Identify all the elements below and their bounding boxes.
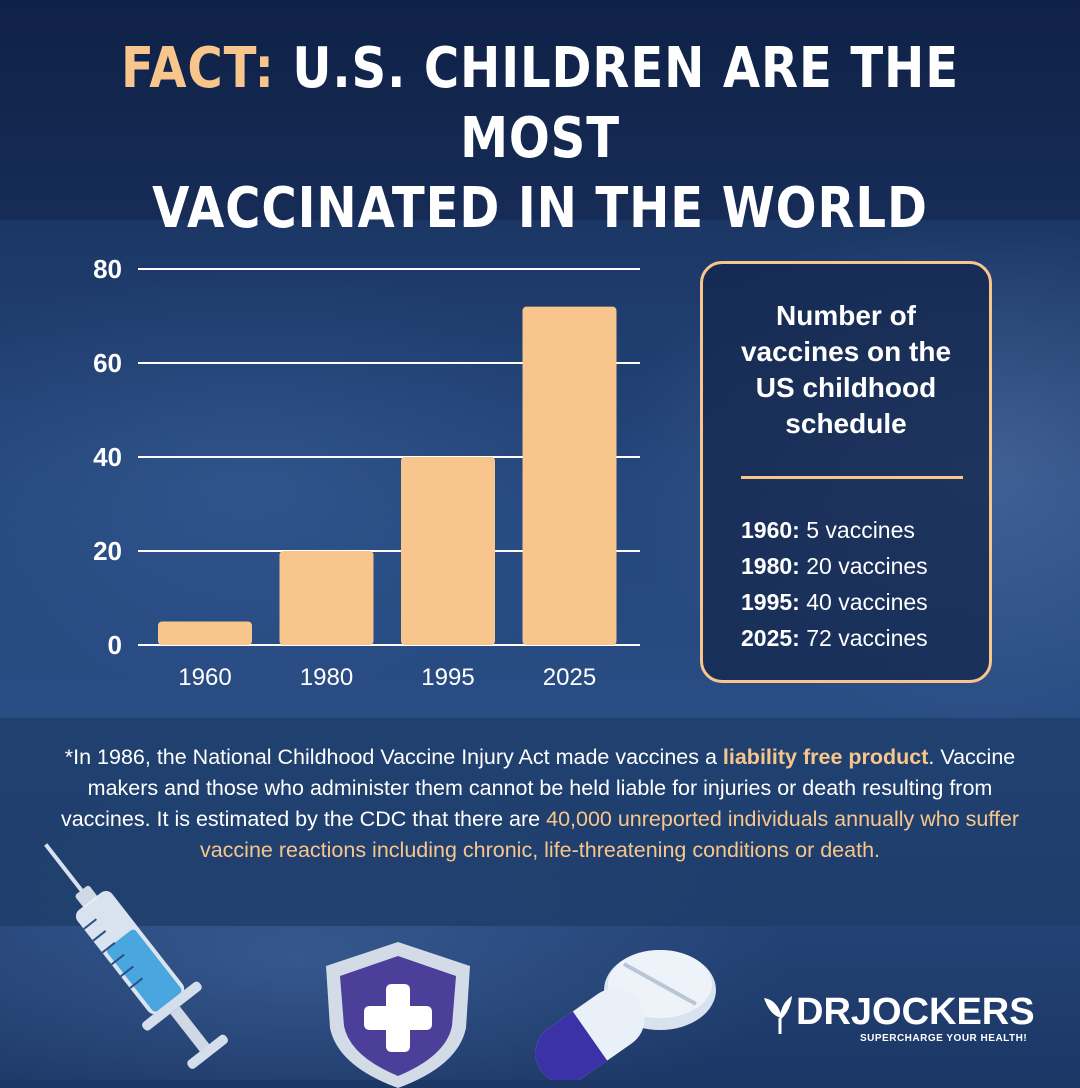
info-item-text: 40 vaccines <box>799 589 928 615</box>
title-line-2: VACCINATED IN THE WORLD <box>152 176 928 241</box>
info-item-year: 2025: <box>741 625 800 651</box>
info-item-year: 1995: <box>741 589 800 615</box>
bar-1980 <box>279 551 374 645</box>
syringe-icon <box>44 843 229 1069</box>
y-axis-ticks: 0 20 40 60 80 <box>93 254 122 660</box>
x-tick-label: 1980 <box>300 664 353 691</box>
footnote-highlight-liability: liability free product <box>722 745 929 769</box>
logo-tagline: SUPERCHARGE YOUR HEALTH! <box>860 1033 1028 1044</box>
pill-capsule-icon <box>535 950 716 1080</box>
info-item-year: 1960: <box>741 517 800 543</box>
title-accent: FACT: <box>121 36 275 101</box>
info-item-text: 20 vaccines <box>799 553 928 579</box>
footnote-highlight-statistic: 40,000 unreported individuals annually w… <box>199 807 1020 862</box>
chart-bars <box>158 306 617 645</box>
bar-1960 <box>158 621 252 645</box>
header-banner: FACT: U.S. CHILDREN ARE THE MOST VACCINA… <box>0 0 1080 241</box>
title-text-1: U.S. CHILDREN ARE THE MOST <box>274 36 959 171</box>
info-item: 1995: 40 vaccines <box>741 584 928 620</box>
info-item-year: 1980: <box>741 553 800 579</box>
info-item-text: 5 vaccines <box>799 517 915 543</box>
page-title: FACT: U.S. CHILDREN ARE THE MOST VACCINA… <box>76 34 1005 244</box>
info-item: 1960: 5 vaccines <box>741 512 928 548</box>
y-tick-label: 60 <box>93 348 122 378</box>
y-tick-label: 80 <box>93 254 122 284</box>
y-tick-label: 40 <box>93 442 122 472</box>
bar-1995 <box>401 457 495 645</box>
footnote-band <box>0 718 1080 926</box>
info-item-text: 72 vaccines <box>799 625 928 651</box>
x-tick-label: 1960 <box>178 664 231 691</box>
info-divider <box>741 476 963 479</box>
info-item: 1980: 20 vaccines <box>741 548 928 584</box>
title-line-1: FACT: U.S. CHILDREN ARE THE MOST <box>76 34 1005 174</box>
logo-name: DRJOCKERS <box>796 991 1035 1033</box>
footnote-part-2: . Vaccine makers and those who administe… <box>60 745 1016 831</box>
x-tick-label: 1995 <box>421 664 474 691</box>
y-tick-label: 20 <box>93 536 122 566</box>
leaf-logo-icon <box>764 996 792 1034</box>
info-list: 1960: 5 vaccines 1980: 20 vaccines 1995:… <box>741 512 928 656</box>
info-box: Number of vaccines on the US childhood s… <box>700 261 992 683</box>
brand-logo: DRJOCKERS SUPERCHARGE YOUR HEALTH! <box>760 990 1060 1050</box>
bar-chart: 0 20 40 60 80 1960 1980 1995 2025 <box>93 254 640 691</box>
x-tick-label: 2025 <box>543 664 596 691</box>
shield-cross-icon <box>326 942 470 1088</box>
footnote-part-1: *In 1986, the National Childhood Vaccine… <box>64 745 723 769</box>
y-tick-label: 0 <box>108 630 122 660</box>
bar-2025 <box>522 306 617 645</box>
x-axis-ticks: 1960 1980 1995 2025 <box>178 664 596 691</box>
footnote: *In 1986, the National Childhood Vaccine… <box>58 742 1022 866</box>
info-item: 2025: 72 vaccines <box>741 620 928 656</box>
info-title: Number of vaccines on the US childhood s… <box>740 300 952 439</box>
